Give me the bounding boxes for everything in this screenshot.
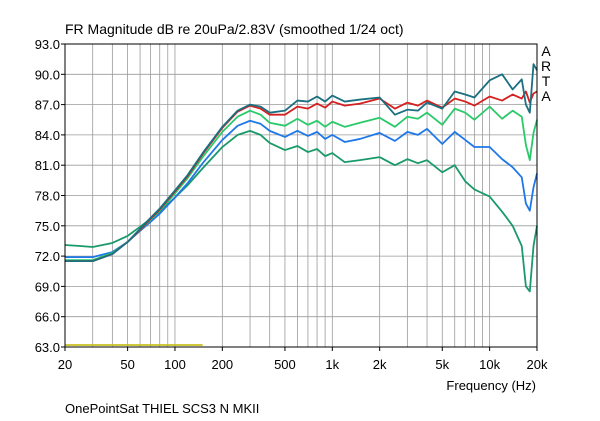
x-tick-label: 200	[211, 357, 233, 372]
y-tick-label: 72.0	[35, 249, 60, 264]
chart-title: FR Magnitude dB re 20uPa/2.83V (smoothed…	[65, 21, 404, 37]
x-tick-label: 20	[58, 357, 72, 372]
arta-letter: R	[541, 58, 551, 74]
x-tick-label: 5k	[435, 357, 449, 372]
series-group	[64, 63, 538, 346]
y-tick-label: 78.0	[35, 189, 60, 204]
y-tick-label: 87.0	[35, 98, 60, 113]
y-tick-label: 63.0	[35, 340, 60, 355]
arta-letter: T	[542, 73, 551, 89]
arta-letter: A	[541, 88, 551, 104]
series-line-5	[65, 63, 538, 263]
y-tick-label: 69.0	[35, 279, 60, 294]
chart-caption: OnePointSat THIEL SCS3 N MKII	[65, 401, 259, 416]
grid	[65, 44, 537, 347]
y-tick-label: 75.0	[35, 219, 60, 234]
y-tick-label: 93.0	[35, 37, 60, 52]
x-axis-ticks: 20 50 100 200 500 1k 2k 5k 10k 20k	[58, 347, 548, 372]
x-tick-label: 2k	[373, 357, 387, 372]
arta-letter: A	[541, 43, 551, 59]
y-tick-label: 84.0	[35, 128, 60, 143]
x-axis-label: Frequency (Hz)	[446, 378, 536, 393]
x-tick-label: 10k	[479, 357, 500, 372]
x-tick-label: 100	[164, 357, 186, 372]
x-tick-label: 20k	[527, 357, 548, 372]
y-tick-label: 90.0	[35, 67, 60, 82]
y-tick-label: 81.0	[35, 158, 60, 173]
x-tick-label: 50	[120, 357, 134, 372]
y-tick-label: 66.0	[35, 310, 60, 325]
x-tick-label: 1k	[325, 357, 339, 372]
x-tick-label: 500	[274, 357, 296, 372]
y-axis-ticks: 63.0 66.0 69.0 72.0 75.0 78.0 81.0 84.0 87.0 90.0…	[35, 37, 65, 355]
series-line-2	[65, 119, 538, 259]
